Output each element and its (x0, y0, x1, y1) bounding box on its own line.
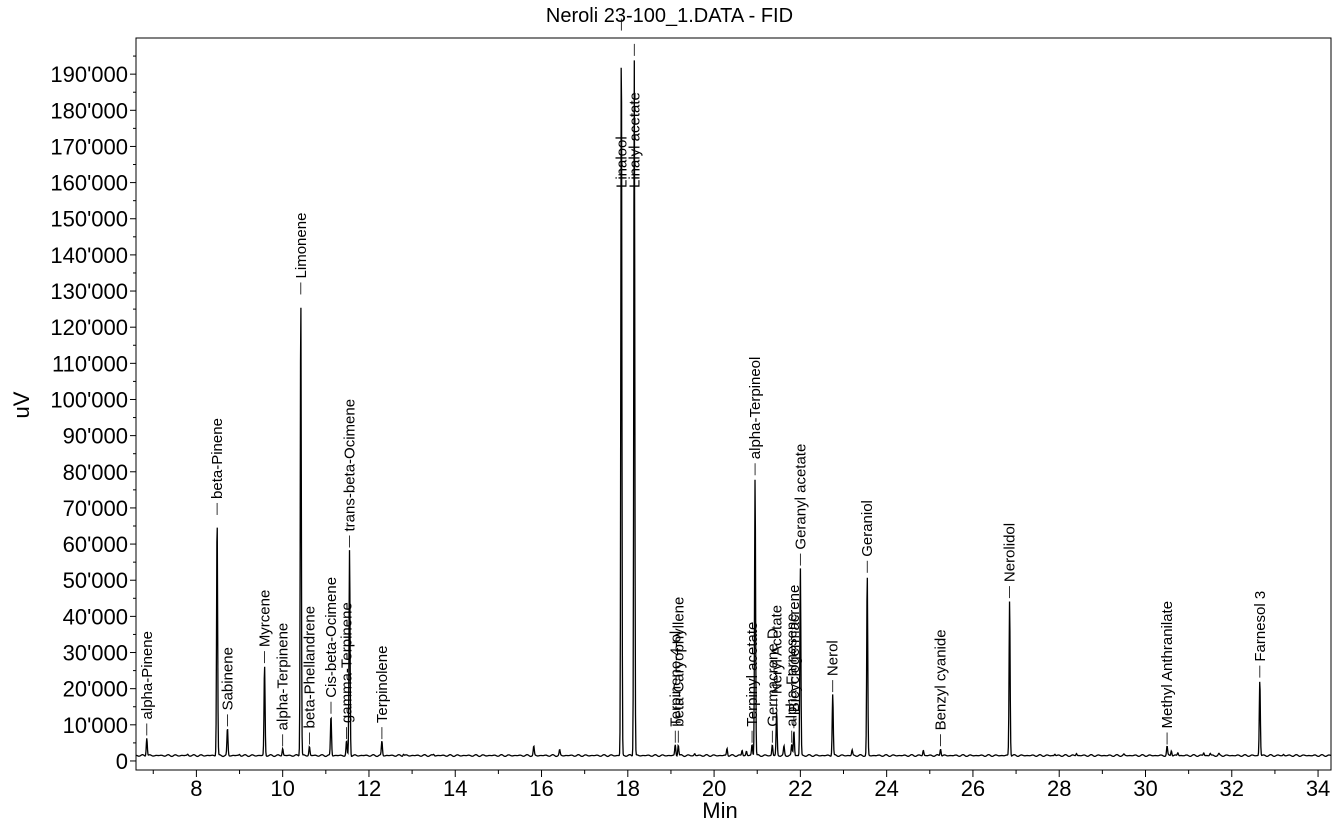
y-tick-label: 70'000 (63, 496, 128, 521)
peak-label: beta-Phellandrene (301, 606, 318, 729)
y-axis-label: uV (9, 391, 34, 419)
y-tick-label: 30'000 (63, 641, 128, 666)
x-tick-label: 16 (529, 776, 553, 801)
peak-label: Bicyclogermacrene (786, 585, 803, 713)
peak-labels: alpha-Pinenebeta-PineneSabineneMyrceneal… (139, 18, 1269, 747)
peak-label: gamma-Terpinene (339, 602, 356, 723)
peak-label: Germacrene D (764, 628, 781, 727)
trace-line (135, 60, 1332, 758)
peak-label: Methyl Anthranilate (1159, 601, 1176, 729)
peak-label: alpha-Pinene (139, 631, 156, 719)
y-tick-label: 100'000 (50, 387, 128, 412)
chromatogram-trace (135, 60, 1332, 758)
x-axis-label: Min (702, 798, 738, 823)
x-tick-label: 18 (616, 776, 640, 801)
x-tick-label: 30 (1133, 776, 1157, 801)
peak-label: trans-beta-Ocimene (342, 399, 359, 532)
y-tick-label: 0 (116, 749, 128, 774)
y-tick-label: 160'000 (50, 171, 128, 196)
y-tick-label: 20'000 (63, 677, 128, 702)
y-tick-label: 110'000 (52, 351, 128, 376)
x-axis: 8 10 12 14 16 18 20 22 24 26 28 30 32 34 (152, 770, 1330, 801)
peak-label: Myrcene (257, 590, 274, 648)
y-tick-label: 90'000 (63, 424, 128, 449)
peak-label: Farnesol 3 (1252, 591, 1269, 662)
plot-frame (135, 37, 1332, 771)
x-tick-label: 24 (874, 776, 898, 801)
y-tick-label: 60'000 (63, 532, 128, 557)
y-tick-label: 50'000 (63, 568, 128, 593)
x-tick-label: 8 (190, 776, 202, 801)
peak-label: Limonene (293, 213, 310, 279)
x-tick-label: 10 (270, 776, 294, 801)
y-tick-label: 10'000 (63, 713, 128, 738)
peak-label: Terpinyl acetate (744, 622, 761, 727)
y-tick-label: 180'000 (50, 98, 128, 123)
x-tick-label: 26 (961, 776, 985, 801)
chart-title: Neroli 23-100_1.DATA - FID (545, 5, 794, 27)
x-tick-label: 14 (443, 776, 467, 801)
peak-label: Neryl Acetate (769, 605, 786, 694)
x-tick-label: 12 (357, 776, 381, 801)
y-axis: 0 10'000 20'000 30'000 40'000 50'000 60'000 70'… (50, 55, 136, 774)
y-tick-label: 120'000 (50, 315, 128, 340)
peak-label: beta-Pinene (209, 418, 226, 499)
peak-label: Terpinolene (374, 646, 391, 724)
peak-label: Terpinene-4-ol (667, 631, 684, 727)
peak-label: Nerol (825, 640, 842, 676)
peak-label: alpha-Terpinene (275, 623, 292, 731)
peak-label: Nerolidol (1002, 523, 1019, 582)
x-tick-label: 32 (1220, 776, 1244, 801)
y-tick-label: 150'000 (50, 207, 128, 232)
y-tick-label: 40'000 (63, 604, 128, 629)
x-tick-label: 28 (1047, 776, 1071, 801)
peak-label: Cis-beta-Ocimene (323, 577, 340, 698)
peak-label: Sabinene (219, 647, 236, 710)
peak-label: Geraniol (859, 500, 876, 557)
x-tick-label: 34 (1306, 776, 1330, 801)
y-tick-label: 170'000 (50, 134, 128, 159)
peak-label: beta-Caryophyllene (670, 597, 687, 727)
peak-label: alpha-Terpineol (747, 357, 764, 460)
peak-label: Benzyl cyanide (933, 629, 950, 730)
x-tick-label: 22 (788, 776, 812, 801)
y-tick-label: 130'000 (50, 279, 128, 304)
y-tick-label: 190'000 (50, 62, 128, 87)
peak-label: Geranyl acetate (792, 444, 809, 550)
peak-label: Linalyl acetate (626, 92, 643, 188)
y-tick-label: 140'000 (50, 243, 128, 268)
peak-label: alpha-Farnesene (784, 613, 801, 726)
y-tick-label: 80'000 (63, 460, 128, 485)
x-tick-label: 20 (702, 776, 726, 801)
peak-label: Linalool (613, 136, 630, 188)
